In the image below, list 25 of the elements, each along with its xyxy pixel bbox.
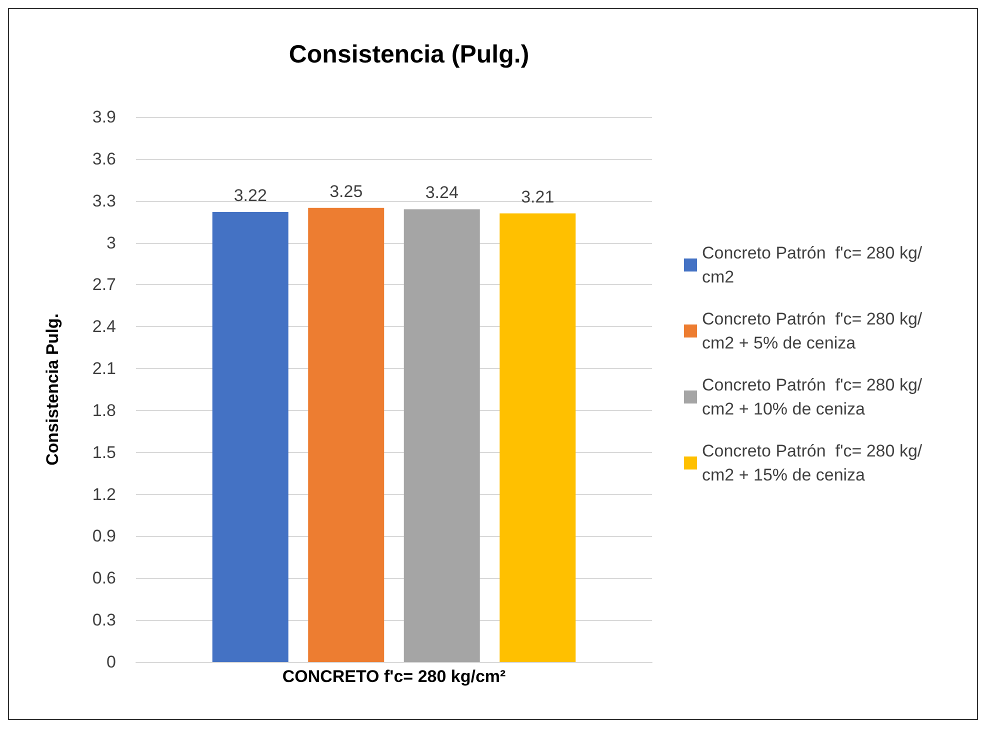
chart-title: Consistencia (Pulg.) [288, 40, 530, 68]
x-tick-label: CONCRETO f'c= 280 kg/cm² [282, 667, 506, 686]
data-label: 3.24 [425, 183, 458, 202]
y-tick-label: 0.3 [92, 610, 116, 630]
y-axis-title: Consistencia Pulg. [43, 313, 62, 466]
data-label: 3.25 [330, 182, 363, 201]
y-tick-label: 1.8 [92, 400, 116, 420]
y-tick-label: 2.7 [92, 275, 116, 294]
y-tick-label: 1.5 [92, 442, 116, 462]
legend-label: Concreto Patrón f'c= 280 kg/cm2 + 5% de ceniza [702, 310, 922, 352]
y-tick-label: 2.1 [92, 359, 116, 378]
y-tick-label: 0.9 [92, 526, 116, 546]
y-tick-label: 2.4 [92, 317, 116, 336]
legend-label: Concreto Patrón f'c= 280 kg/cm2 + 10% de ceniza [702, 376, 922, 418]
y-tick-label: 3.9 [92, 108, 116, 126]
data-label: 3.22 [234, 186, 267, 206]
y-tick-label: 1.2 [92, 484, 116, 504]
data-label: 3.21 [521, 187, 554, 206]
y-tick-label: 3.3 [92, 191, 116, 210]
y-tick-label: 0.6 [92, 568, 116, 588]
y-tick-label: 3 [106, 233, 116, 252]
y-tick-label: 0 [106, 652, 116, 672]
y-tick-label: 3.6 [92, 149, 116, 168]
legend-label: Concreto Patrón f'c= 280 kg/cm2 + 15% de ceniza [702, 442, 922, 484]
legend-label: Concreto Patrón f'c= 280 kg/cm2 [702, 244, 922, 286]
